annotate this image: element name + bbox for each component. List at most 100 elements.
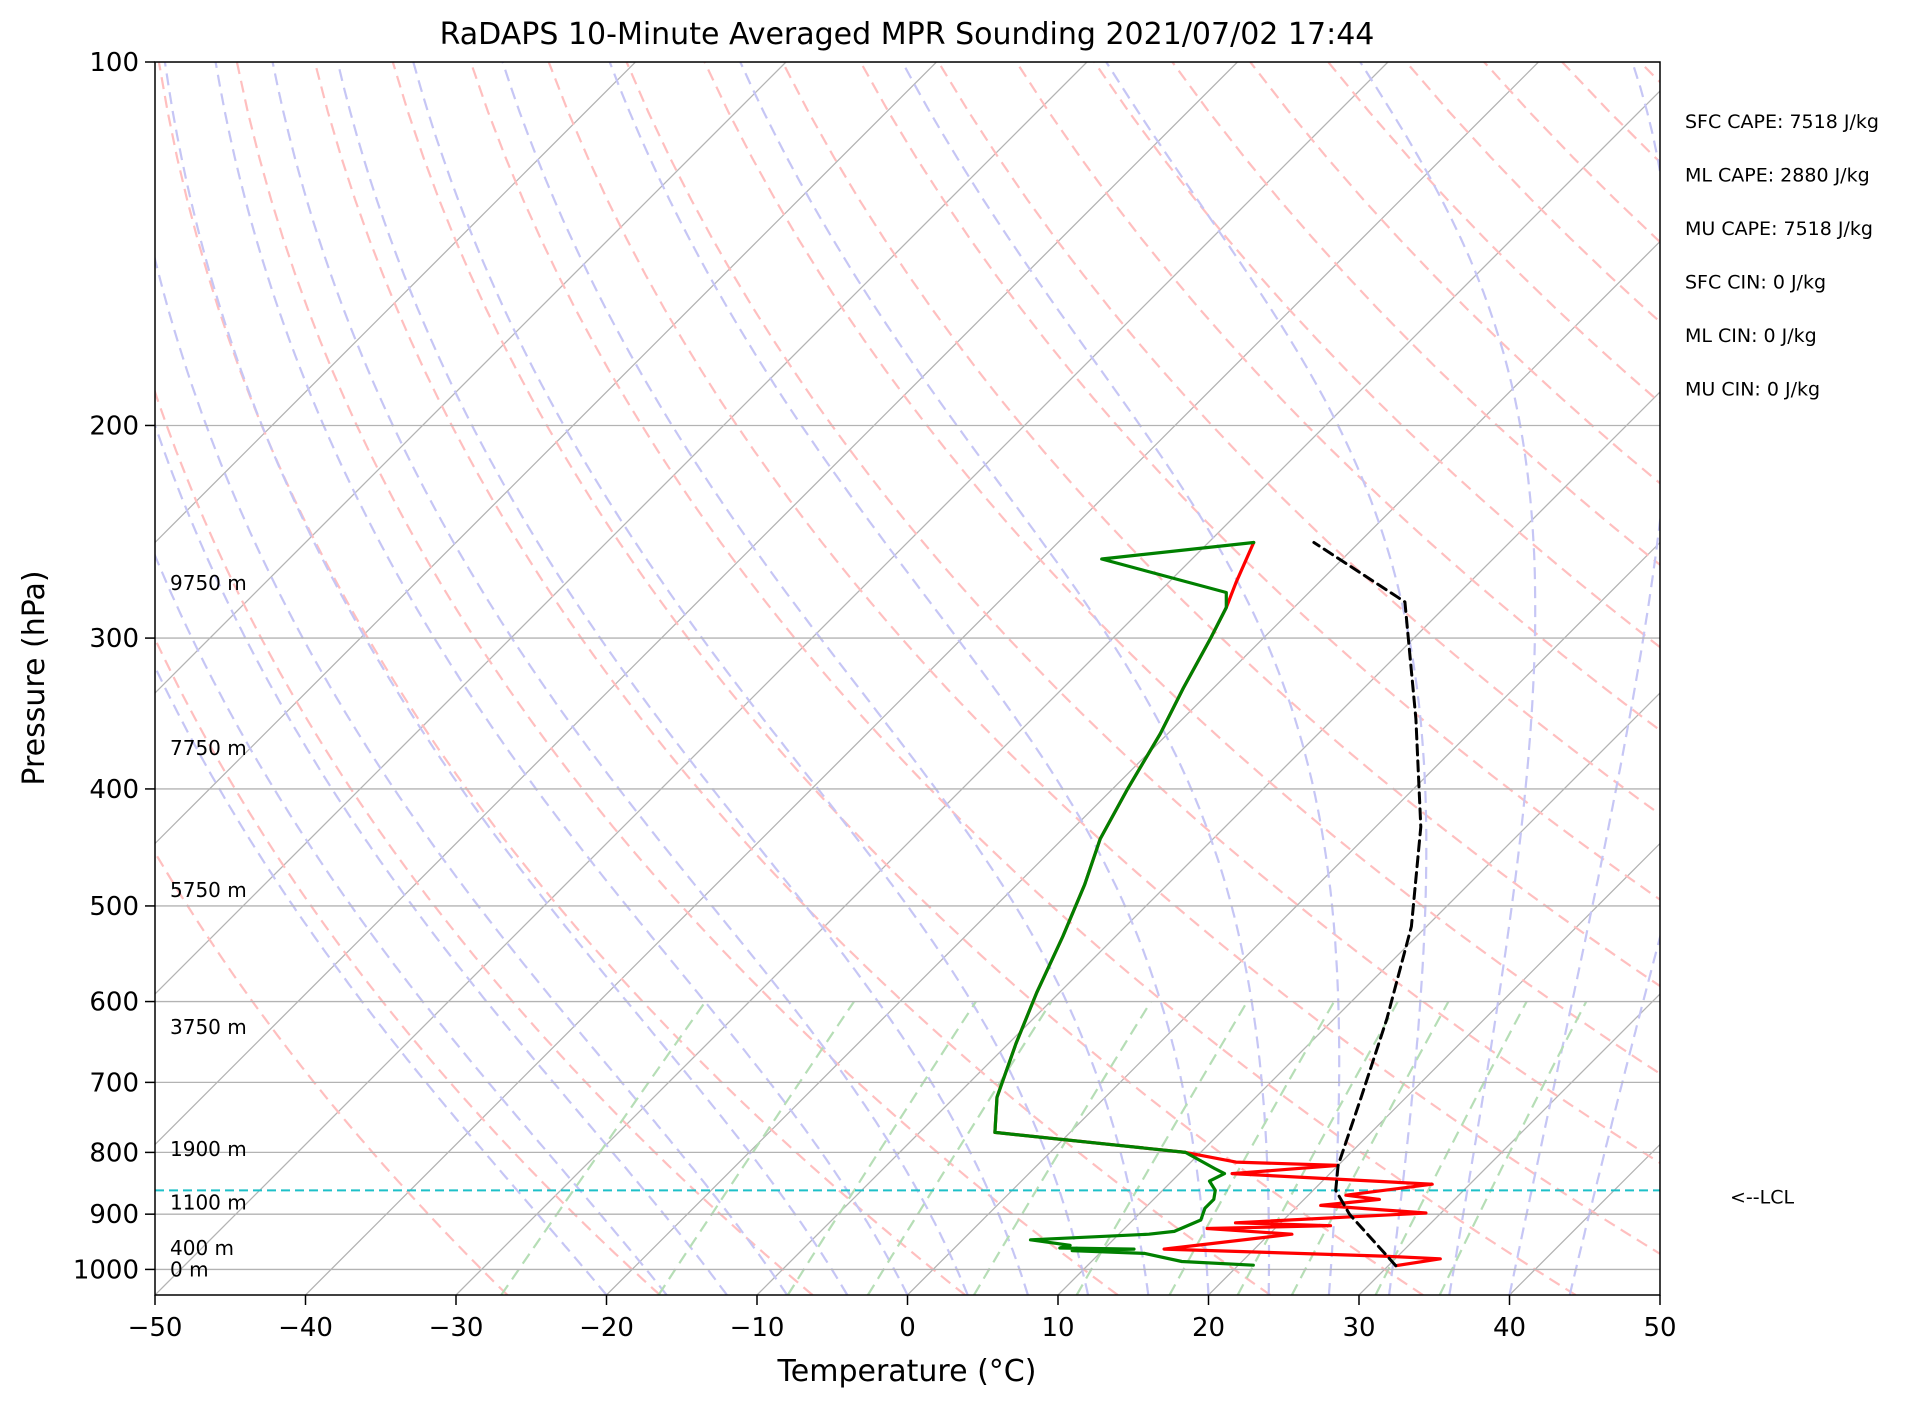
y-tick-label: 900 xyxy=(89,1200,139,1230)
x-axis: −50 −40 −30 −20 −10 0 10 20 30 40 50 xyxy=(128,1295,1677,1343)
isotherm-line xyxy=(756,391,1660,1295)
chart-title: RaDAPS 10-Minute Averaged MPR Sounding 2… xyxy=(440,17,1375,52)
y-tick-label: 1000 xyxy=(73,1255,139,1285)
moist-adiabat-line xyxy=(214,62,909,1295)
mixing-ratio-line xyxy=(1374,1001,1528,1295)
dry-adiabat-line xyxy=(1639,62,1660,84)
dry-adiabat-line xyxy=(1561,62,1660,164)
dry-adiabat-line xyxy=(469,62,1577,1295)
stat-text: MU CAPE: 7518 J/kg xyxy=(1685,218,1873,240)
height-labels: 9750 m 7750 m 5750 m 3750 m 1900 m 1100 m 400 … xyxy=(170,571,247,1282)
x-tick-label: 0 xyxy=(899,1313,916,1343)
moist-adiabat-line xyxy=(501,62,1150,1295)
y-tick-label: 600 xyxy=(89,988,139,1018)
mixing-ratio-line xyxy=(1438,1001,1588,1295)
moist-adiabat-line xyxy=(412,62,1090,1295)
isotherm-line xyxy=(1659,1294,1660,1295)
dry-adiabat-line xyxy=(1015,62,1660,732)
isotherm-line xyxy=(906,541,1660,1295)
moist-adiabat-line xyxy=(608,62,1210,1295)
dry-adiabat-line xyxy=(937,62,1660,816)
isotherm-line xyxy=(155,62,1088,995)
plot-frame xyxy=(154,61,1661,1296)
dry-adiabat-line xyxy=(781,62,1660,988)
mixing-ratio-line xyxy=(657,1000,855,1295)
x-tick-label: 10 xyxy=(1041,1313,1074,1343)
lcl-marker: <--LCL xyxy=(155,1186,1794,1208)
y-tick-label: 200 xyxy=(89,411,139,441)
isotherm-line xyxy=(155,62,1389,1295)
x-tick-label: 30 xyxy=(1342,1313,1375,1343)
height-label: 1900 m xyxy=(170,1137,247,1161)
isotherm-line xyxy=(155,62,787,694)
dry-adiabat-line xyxy=(313,62,1272,1295)
dry-adiabat-line xyxy=(155,636,661,1295)
height-label: 1100 m xyxy=(170,1190,247,1214)
mixing-ratio-line xyxy=(973,1001,1152,1295)
parcel-line xyxy=(1312,541,1423,1268)
x-tick-label: −40 xyxy=(278,1313,333,1343)
isotherm-line xyxy=(1207,842,1660,1295)
height-label: 7750 m xyxy=(170,736,247,760)
isotherm-line xyxy=(1508,1143,1660,1295)
stat-text: ML CAPE: 2880 J/kg xyxy=(1685,165,1870,187)
moist-adiabat-line xyxy=(163,62,849,1295)
dry-adiabat-line xyxy=(235,62,1119,1295)
y-tick-label: 100 xyxy=(89,48,139,78)
dry-adiabat-line xyxy=(703,62,1660,1076)
isotherm-line xyxy=(605,240,1660,1295)
moist-adiabat-line xyxy=(1508,62,1660,1295)
y-tick-label: 700 xyxy=(89,1068,139,1098)
dry-adiabat-line xyxy=(155,850,509,1295)
y-tick-label: 500 xyxy=(89,892,139,922)
moist-adiabat-line xyxy=(336,62,1029,1295)
y-tick-label: 400 xyxy=(89,775,139,805)
isotherm-line xyxy=(155,62,1239,1146)
dry-adiabat-line xyxy=(1171,62,1660,567)
dry-adiabat-line xyxy=(1249,62,1660,485)
height-label: 0 m xyxy=(170,1257,209,1281)
stat-text: ML CIN: 0 J/kg xyxy=(1685,325,1817,347)
dry-adiabat-line xyxy=(1093,62,1660,649)
x-tick-label: 50 xyxy=(1643,1313,1676,1343)
isotherm-line xyxy=(304,62,1540,1295)
isotherm-line xyxy=(1358,993,1660,1295)
stability-indices: SFC CAPE: 7518 J/kg ML CAPE: 2880 J/kg MU … xyxy=(1685,111,1879,401)
stat-text: MU CIN: 0 J/kg xyxy=(1685,379,1820,401)
moist-adiabat-line xyxy=(155,421,728,1295)
moist-adiabat-line xyxy=(155,664,608,1295)
y-axis: 100 200 300 400 500 600 700 800 900 1000 xyxy=(73,48,155,1285)
mixing-ratio-line xyxy=(500,1000,707,1295)
sounding-traces xyxy=(993,540,1442,1268)
height-label: 5750 m xyxy=(170,878,247,902)
dry-adiabat-line xyxy=(155,388,814,1295)
isotherm-line xyxy=(155,62,938,845)
moist-adiabat-line xyxy=(1568,932,1660,1295)
y-axis-label: Pressure (hPa) xyxy=(17,570,52,785)
moist-adiabat-line xyxy=(739,62,1271,1295)
dry-adiabat-line xyxy=(625,62,1660,1165)
isotherm-line xyxy=(1057,692,1660,1295)
mixing-ratio-line xyxy=(786,1000,977,1295)
dry-adiabat-line xyxy=(1718,62,1925,1295)
dry-adiabat-line xyxy=(1483,62,1660,244)
moist-adiabat-line xyxy=(901,62,1341,1295)
pressure-gridlines xyxy=(155,62,1660,1271)
height-label: 9750 m xyxy=(170,571,247,595)
isotherm-line xyxy=(455,90,1660,1295)
lcl-label: <--LCL xyxy=(1730,1186,1794,1208)
stat-text: SFC CAPE: 7518 J/kg xyxy=(1685,111,1879,133)
reference-lines xyxy=(155,62,1925,1295)
isotherm-line xyxy=(155,62,637,544)
height-label: 3750 m xyxy=(170,1015,247,1039)
x-tick-label: −20 xyxy=(579,1313,634,1343)
moist-adiabat-line xyxy=(1105,62,1428,1295)
y-tick-label: 300 xyxy=(89,624,139,654)
moist-adiabat-line xyxy=(155,552,668,1295)
moist-adiabat-line xyxy=(1359,62,1537,1295)
x-tick-label: 20 xyxy=(1192,1313,1225,1343)
mixing-ratio-line xyxy=(1290,1001,1450,1295)
dry-adiabat-line xyxy=(391,62,1424,1295)
x-axis-label: Temperature (°C) xyxy=(777,1354,1037,1389)
